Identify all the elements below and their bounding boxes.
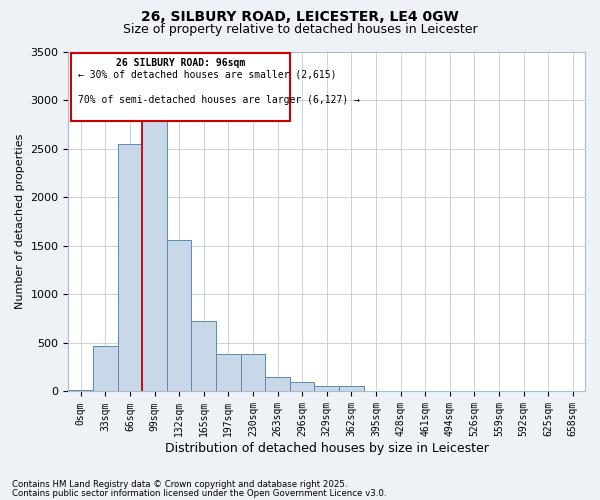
Bar [290, 382, 314, 392]
Bar [265, 377, 290, 392]
FancyBboxPatch shape [71, 54, 290, 122]
Text: Contains public sector information licensed under the Open Government Licence v3: Contains public sector information licen… [12, 488, 386, 498]
Bar [118, 144, 142, 392]
Text: ← 30% of detached houses are smaller (2,615): ← 30% of detached houses are smaller (2,… [78, 70, 337, 80]
Text: Contains HM Land Registry data © Crown copyright and database right 2025.: Contains HM Land Registry data © Crown c… [12, 480, 347, 489]
Bar [216, 354, 241, 392]
Bar [142, 120, 167, 392]
Bar [93, 346, 118, 392]
Bar [364, 390, 388, 392]
Bar [339, 386, 364, 392]
Bar [167, 240, 191, 392]
Bar [68, 390, 93, 392]
Text: 26, SILBURY ROAD, LEICESTER, LE4 0GW: 26, SILBURY ROAD, LEICESTER, LE4 0GW [141, 10, 459, 24]
Text: Size of property relative to detached houses in Leicester: Size of property relative to detached ho… [122, 22, 478, 36]
Text: 26 SILBURY ROAD: 96sqm: 26 SILBURY ROAD: 96sqm [116, 58, 245, 68]
Y-axis label: Number of detached properties: Number of detached properties [15, 134, 25, 309]
Text: 70% of semi-detached houses are larger (6,127) →: 70% of semi-detached houses are larger (… [78, 95, 360, 105]
Bar [191, 320, 216, 392]
Bar [314, 386, 339, 392]
Bar [241, 354, 265, 392]
X-axis label: Distribution of detached houses by size in Leicester: Distribution of detached houses by size … [165, 442, 488, 455]
